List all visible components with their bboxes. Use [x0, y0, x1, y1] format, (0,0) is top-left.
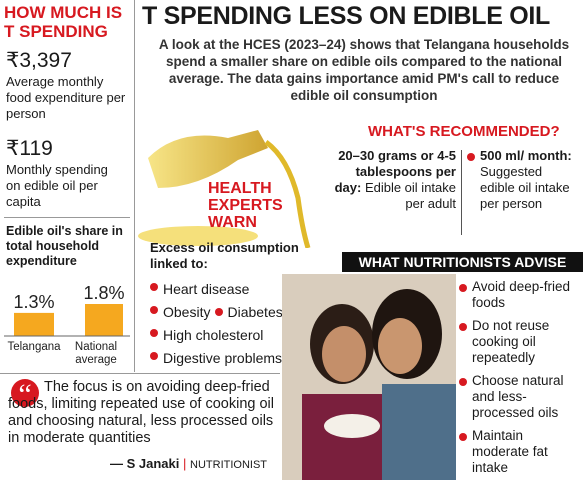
amount: 20–30 grams or 4-5 tablespoons per day:: [334, 148, 456, 195]
risk-text: Digestive problems: [163, 350, 283, 366]
advice-item: Choose natural and less-processed oils: [459, 373, 581, 421]
section-title: HEALTH EXPERTS WARN: [208, 180, 283, 231]
advice-list: Avoid deep-fried foods Do not reuse cooki…: [459, 279, 581, 483]
lead: Excess oil consumption linked to:: [150, 240, 299, 271]
title-line: T SPENDING: [4, 22, 108, 41]
oil-illustration: [138, 130, 311, 248]
recommendation-text: Edible oil intake per adult: [364, 180, 456, 211]
stat-value: ₹3,397: [6, 49, 72, 72]
value-label: 1.3%: [13, 292, 54, 312]
risk-text: High cholesterol: [163, 327, 264, 343]
headline: T SPENDING LESS ON EDIBLE OIL: [142, 2, 551, 30]
quote-attribution: — S Janaki | NUTRITIONIST: [110, 456, 267, 471]
section-title: WHAT'S RECOMMENDED?: [368, 123, 560, 140]
section-banner: WHAT NUTRITIONISTS ADVISE: [342, 252, 583, 272]
stat-value: ₹119: [6, 137, 53, 160]
recommendation-text: Suggested edible oil intake per person: [480, 164, 570, 211]
quote-icon: “: [11, 378, 39, 408]
divider: [461, 150, 462, 235]
quote-text: The focus is on avoiding deep-fried food…: [8, 379, 274, 446]
risk-list: Heart disease Obesity Diabetes High cholest…: [150, 278, 310, 370]
stat-label: Monthly spending on edible oil per capit…: [6, 162, 108, 209]
divider: [134, 0, 135, 372]
intro: A look at the HCES (2023–24) shows that …: [158, 37, 570, 103]
bar: [85, 304, 123, 336]
quote-role: NUTRITIONIST: [190, 459, 268, 471]
photo: [282, 274, 456, 480]
advice-item: Do not reuse cooking oil repeatedly: [459, 318, 581, 366]
separator: [4, 217, 130, 218]
risk-item: Digestive problems: [150, 347, 310, 370]
quote-box: [0, 373, 280, 481]
recommendation: 20–30 grams or 4-5 tablespoons per day: …: [332, 148, 456, 212]
category-label: National average: [75, 341, 117, 366]
advice-item: Maintain moderate fat intake: [459, 428, 581, 476]
risk-text: Diabetes: [227, 304, 283, 320]
value-label: 1.8%: [83, 283, 124, 303]
risk-text: Obesity: [163, 304, 211, 320]
stat-label: Average monthly food expenditure per per…: [6, 74, 126, 121]
left-title: HOW MUCH IS T SPENDING: [4, 3, 134, 41]
separator: |: [183, 456, 187, 471]
bullet: [215, 308, 224, 316]
chart-title: Edible oil's share in total household ex…: [6, 224, 123, 268]
recommendation-item: 500 ml/ month: Suggested edible oil intak…: [467, 148, 579, 212]
risk-text: Heart disease: [163, 281, 250, 297]
title-line: HOW MUCH IS: [4, 3, 123, 22]
risk-item: High cholesterol: [150, 324, 310, 347]
risk-item: Obesity Diabetes: [150, 301, 310, 324]
advice-item: Avoid deep-fried foods: [459, 279, 581, 311]
bar: [14, 312, 54, 336]
recommendation: 500 ml/ month: Suggested edible oil intak…: [467, 148, 579, 212]
svg-text:“: “: [18, 378, 31, 408]
chart: 1.3% 1.8% Telangana National average: [4, 283, 130, 366]
amount: 500 ml/ month:: [480, 148, 572, 163]
quote-author: — S Janaki: [110, 456, 180, 471]
category-label: Telangana: [7, 341, 61, 353]
risk-item: Heart disease: [150, 278, 310, 301]
